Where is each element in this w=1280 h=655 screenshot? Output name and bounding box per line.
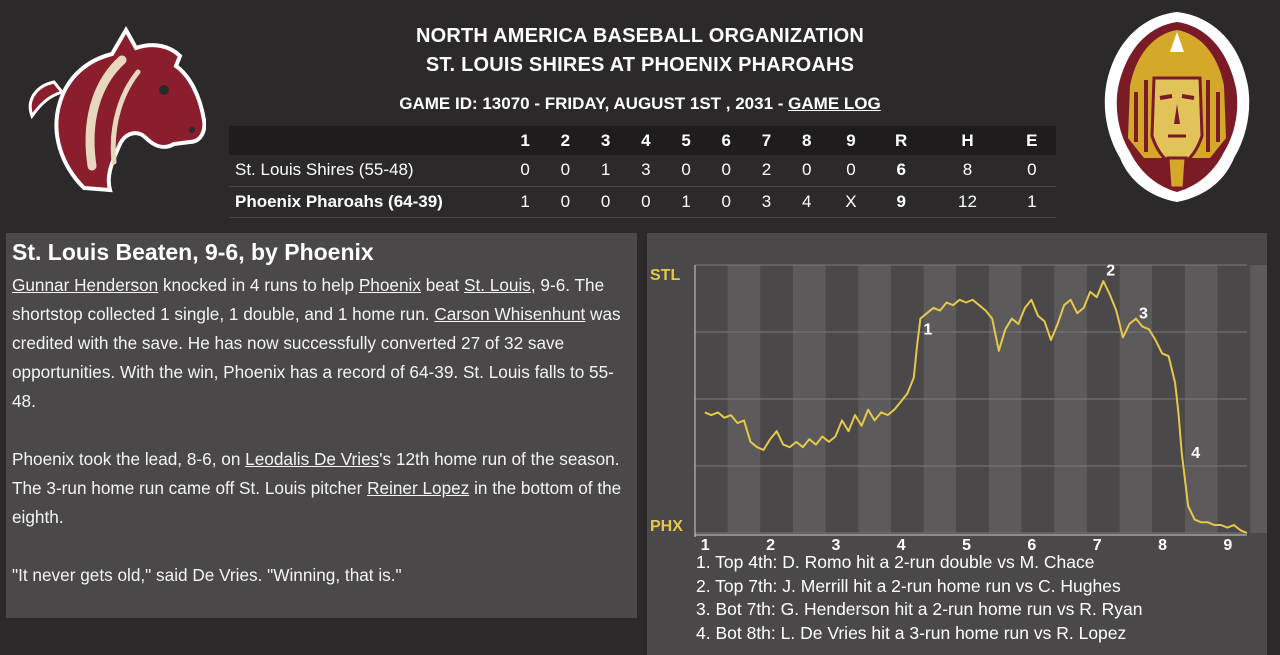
inning-header: 6 xyxy=(706,126,747,155)
x-tick-label: 3 xyxy=(831,537,840,553)
key-play-item: 1. Top 4th: D. Romo hit a 2-run double v… xyxy=(696,552,1095,572)
inning-header: 5 xyxy=(665,126,707,155)
pharaoh-head-logo xyxy=(1104,12,1250,202)
recap-paragraph-1: Gunnar Henderson knocked in 4 runs to he… xyxy=(12,271,631,416)
x-tick-label: 9 xyxy=(1223,537,1232,553)
game-recap-panel: St. Louis Beaten, 9-6, by Phoenix Gunnar… xyxy=(6,233,637,618)
team-link[interactable]: Phoenix xyxy=(358,275,421,295)
game-header: NORTH AMERICA BASEBALL ORGANIZATION ST. … xyxy=(0,22,1280,116)
recap-text: in the bottom of the eighth. xyxy=(12,478,622,527)
x-tick-label: 8 xyxy=(1158,537,1167,553)
total-cell: 8 xyxy=(927,155,1008,187)
key-play-item: 2. Top 7th: J. Merrill hit a 2-run home … xyxy=(696,575,1121,596)
game-info: GAME ID: 13070 - FRIDAY, AUGUST 1ST , 20… xyxy=(0,92,1280,116)
inning-score: 0 xyxy=(505,155,546,187)
horse-head-logo xyxy=(28,25,206,193)
inning-score: 0 xyxy=(786,155,827,187)
recap-text: was credited with the save. He has now s… xyxy=(12,304,621,411)
recap-text: beat xyxy=(420,275,464,295)
matchup-title: ST. LOUIS SHIRES AT PHOENIX PHAROAHS xyxy=(425,54,855,76)
inning-header: 2 xyxy=(545,126,586,155)
key-play-marker: 3 xyxy=(1139,306,1148,323)
player-link[interactable]: Carson Whisenhunt xyxy=(434,304,586,324)
linescore-row: St. Louis Shires (55-48) 0 0 1 3 0 0 2 0 0 6 8 0 xyxy=(229,155,1056,187)
recap-headline: St. Louis Beaten, 9-6, by Phoenix xyxy=(12,239,374,265)
inning-score: 0 xyxy=(706,186,747,218)
inning-header: 8 xyxy=(786,126,827,155)
inning-score: 1 xyxy=(505,186,546,218)
recap-text: Phoenix took the lead, 8-6, on xyxy=(12,449,246,469)
total-cell: 12 xyxy=(927,186,1008,218)
inning-header: 1 xyxy=(505,126,546,155)
inning-score: 4 xyxy=(786,186,827,218)
inning-header: 4 xyxy=(625,126,666,155)
key-play-item: 4. Bot 8th: L. De Vries hit a 3-run home… xyxy=(696,622,1127,643)
player-link[interactable]: Reiner Lopez xyxy=(367,478,470,498)
game-info-text: GAME ID: 13070 - FRIDAY, AUGUST 1ST , 20… xyxy=(399,94,789,113)
key-plays-list: 1. Top 4th: D. Romo hit a 2-run double v… xyxy=(696,551,1142,645)
inning-score: 0 xyxy=(545,155,586,187)
x-tick-label: 5 xyxy=(962,537,971,553)
x-tick-label: 2 xyxy=(766,537,775,553)
inning-header: H xyxy=(927,126,1008,155)
key-play-marker: 2 xyxy=(1106,263,1115,280)
total-cell: 1 xyxy=(1007,186,1056,218)
inning-score: 0 xyxy=(706,155,747,187)
key-play-marker: 4 xyxy=(1191,445,1200,462)
inning-score: 1 xyxy=(665,186,707,218)
organization-title: NORTH AMERICA BASEBALL ORGANIZATION xyxy=(415,25,865,47)
inning-header: 9 xyxy=(826,126,876,155)
game-log-link[interactable]: GAME LOG xyxy=(788,94,881,113)
inning-score: 0 xyxy=(585,186,626,218)
win-probability-chart: STL PHX 1 2 3 4 5 6 7 8 9 1 2 3 4 xyxy=(650,263,1267,553)
inning-header: R xyxy=(875,126,928,155)
win-probability-panel: STL PHX 1 2 3 4 5 6 7 8 9 1 2 3 4 1. Top 4th: D. Romo … xyxy=(647,233,1267,655)
inning-header: 7 xyxy=(746,126,787,155)
bottom-half-band xyxy=(1250,265,1267,533)
inning-score: X xyxy=(826,186,876,218)
inning-score: 0 xyxy=(545,186,586,218)
inning-score: 3 xyxy=(746,186,787,218)
linescore-row: Phoenix Pharoahs (64-39) 1 0 0 0 1 0 3 4 X 9 12 1 xyxy=(229,186,1056,218)
recap-text: 's 12th home run of the season. The 3-ru… xyxy=(12,449,620,498)
chart-top-label: STL xyxy=(650,267,680,284)
team-name: St. Louis Shires (55-48) xyxy=(229,155,505,187)
recap-text: , 9-6. The shortstop collected 1 single,… xyxy=(12,275,605,324)
player-link[interactable]: Gunnar Henderson xyxy=(12,275,159,295)
key-play-marker: 1 xyxy=(923,322,932,339)
x-tick-label: 6 xyxy=(1027,537,1036,553)
inning-score: 1 xyxy=(585,155,626,187)
recap-paragraph-2: Phoenix took the lead, 8-6, on Leodalis … xyxy=(12,445,631,532)
player-link[interactable]: Leodalis De Vries xyxy=(245,449,380,469)
inning-score: 0 xyxy=(625,186,666,218)
total-cell: 9 xyxy=(875,186,928,218)
recap-paragraph-3: "It never gets old," said De Vries. "Win… xyxy=(12,565,402,585)
recap-text: knocked in 4 runs to help xyxy=(158,275,359,295)
inning-score: 0 xyxy=(665,155,707,187)
inning-score: 0 xyxy=(826,155,876,187)
inning-header: 3 xyxy=(585,126,626,155)
total-cell: 0 xyxy=(1007,155,1056,187)
x-tick-label: 7 xyxy=(1093,537,1102,553)
team-name: Phoenix Pharoahs (64-39) xyxy=(229,186,505,218)
x-tick-label: 1 xyxy=(701,537,710,553)
team-column-header xyxy=(229,126,505,155)
key-play-item: 3. Bot 7th: G. Henderson hit a 2-run hom… xyxy=(696,599,1143,619)
x-tick-label: 4 xyxy=(897,537,906,553)
inning-score: 2 xyxy=(746,155,787,187)
win-probability-line xyxy=(704,280,1248,534)
chart-bottom-label: PHX xyxy=(650,518,683,535)
team-link[interactable]: St. Louis xyxy=(463,275,531,295)
inning-header: E xyxy=(1007,126,1056,155)
inning-score: 3 xyxy=(625,155,666,187)
total-cell: 6 xyxy=(875,155,928,187)
